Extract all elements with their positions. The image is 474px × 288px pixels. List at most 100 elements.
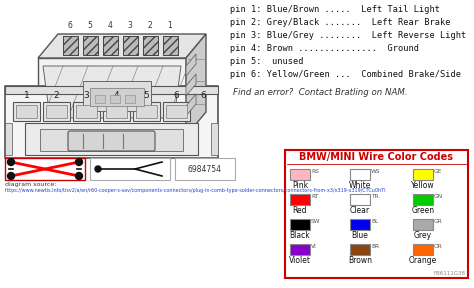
Bar xyxy=(5,123,12,155)
Bar xyxy=(106,105,127,118)
Polygon shape xyxy=(186,34,206,136)
Polygon shape xyxy=(38,34,206,58)
Text: GN: GN xyxy=(434,194,443,199)
Bar xyxy=(25,123,198,155)
Bar xyxy=(16,105,37,118)
Text: Clear: Clear xyxy=(350,206,370,215)
Text: RS: RS xyxy=(311,169,319,174)
Text: 5: 5 xyxy=(144,92,149,101)
Text: Red: Red xyxy=(293,206,307,215)
Polygon shape xyxy=(163,36,178,55)
Text: 6: 6 xyxy=(68,21,73,30)
Text: 6: 6 xyxy=(200,92,206,101)
Polygon shape xyxy=(186,94,196,116)
Text: https://www.newtis.info/tisv2/a/en/r60-cooper-s-sav/components-connectors/plug-i: https://www.newtis.info/tisv2/a/en/r60-c… xyxy=(5,188,387,193)
Text: 4: 4 xyxy=(108,21,112,30)
Circle shape xyxy=(75,173,82,179)
Text: pin 6: Yellow/Green ...  Combined Brake/Side: pin 6: Yellow/Green ... Combined Brake/S… xyxy=(230,70,461,79)
Text: RT: RT xyxy=(311,194,318,199)
Text: 6984754: 6984754 xyxy=(188,164,222,173)
Bar xyxy=(43,102,70,121)
Polygon shape xyxy=(103,36,118,55)
Polygon shape xyxy=(143,36,158,55)
Text: pin 1: Blue/Brown .....  Left Tail Light: pin 1: Blue/Brown ..... Left Tail Light xyxy=(230,5,440,14)
Polygon shape xyxy=(83,36,98,55)
Text: 4: 4 xyxy=(114,92,119,101)
Text: White: White xyxy=(349,181,371,190)
Text: 1: 1 xyxy=(168,21,173,30)
Text: pin 2: Grey/Black .......  Left Rear Brake: pin 2: Grey/Black ....... Left Rear Brak… xyxy=(230,18,450,27)
Bar xyxy=(110,95,120,103)
Text: Yellow: Yellow xyxy=(411,181,435,190)
Bar xyxy=(413,169,433,180)
Bar xyxy=(125,95,135,103)
Polygon shape xyxy=(63,36,78,55)
Bar xyxy=(38,58,186,136)
Text: Violet: Violet xyxy=(289,256,311,265)
Text: BL: BL xyxy=(371,219,378,224)
Bar xyxy=(76,105,97,118)
Bar xyxy=(163,102,190,121)
Bar xyxy=(5,86,218,158)
Text: 2: 2 xyxy=(54,92,59,101)
Bar xyxy=(40,129,183,151)
Text: pin 4: Brown ...............  Ground: pin 4: Brown ............... Ground xyxy=(230,44,419,53)
Bar xyxy=(90,158,170,180)
Text: Brown: Brown xyxy=(348,256,372,265)
Circle shape xyxy=(8,158,15,166)
Text: VI: VI xyxy=(311,244,317,249)
Circle shape xyxy=(95,166,101,172)
Bar xyxy=(103,102,130,121)
Bar xyxy=(290,169,310,180)
Bar xyxy=(166,105,187,118)
Bar xyxy=(290,219,310,230)
Text: Orange: Orange xyxy=(409,256,437,265)
Text: GR: GR xyxy=(434,219,443,224)
Text: 3: 3 xyxy=(83,92,90,101)
Text: 2: 2 xyxy=(147,21,152,30)
Polygon shape xyxy=(43,66,181,118)
Bar xyxy=(13,102,40,121)
Bar xyxy=(46,105,67,118)
Bar xyxy=(290,244,310,255)
Circle shape xyxy=(75,158,82,166)
FancyBboxPatch shape xyxy=(68,131,155,151)
Circle shape xyxy=(8,173,15,179)
Text: Green: Green xyxy=(411,206,435,215)
Bar xyxy=(5,158,85,180)
Text: OR: OR xyxy=(434,244,443,249)
Text: Find an error?  Contact Bratling on NAM.: Find an error? Contact Bratling on NAM. xyxy=(233,88,408,97)
Polygon shape xyxy=(186,54,196,76)
Text: FB6111G38: FB6111G38 xyxy=(434,271,466,276)
Text: GE: GE xyxy=(434,169,442,174)
Bar xyxy=(290,194,310,205)
Bar xyxy=(95,95,105,103)
Text: Pink: Pink xyxy=(292,181,308,190)
Bar xyxy=(90,88,144,106)
Text: BR: BR xyxy=(371,244,379,249)
Text: SW: SW xyxy=(311,219,320,224)
Bar xyxy=(211,123,218,155)
Text: TR: TR xyxy=(371,194,379,199)
Text: BMW/MINI Wire Color Codes: BMW/MINI Wire Color Codes xyxy=(300,152,454,162)
Text: pin 3: Blue/Grey ........  Left Reverse Light: pin 3: Blue/Grey ........ Left Reverse L… xyxy=(230,31,466,40)
Bar xyxy=(285,150,468,278)
Bar xyxy=(413,194,433,205)
Text: 1: 1 xyxy=(24,92,29,101)
Polygon shape xyxy=(186,74,196,96)
Text: Grey: Grey xyxy=(414,231,432,240)
Bar xyxy=(350,244,370,255)
Text: 3: 3 xyxy=(128,21,132,30)
Bar xyxy=(350,169,370,180)
Polygon shape xyxy=(123,36,138,55)
Bar xyxy=(350,219,370,230)
Text: WS: WS xyxy=(371,169,381,174)
Text: Black: Black xyxy=(290,231,310,240)
Bar xyxy=(413,219,433,230)
Bar xyxy=(83,81,151,111)
Text: 5: 5 xyxy=(88,21,92,30)
Bar xyxy=(133,102,160,121)
Bar xyxy=(350,194,370,205)
Text: diagram source:: diagram source: xyxy=(5,182,56,187)
Bar xyxy=(5,86,218,94)
